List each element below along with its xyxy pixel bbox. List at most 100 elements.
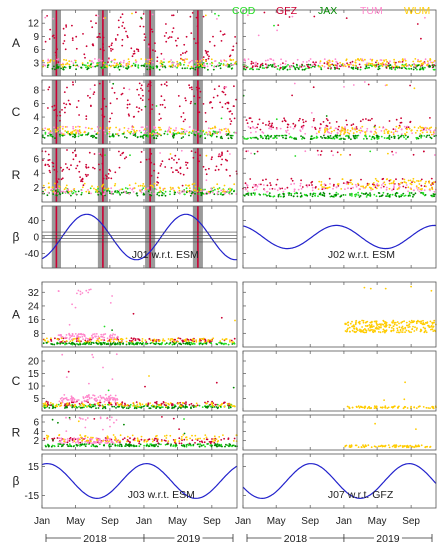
J02-WUM-point: [349, 130, 352, 132]
J03-JAX-point: [84, 445, 87, 447]
J03-JAX-point: [94, 445, 97, 448]
J03-WUM-point: [46, 438, 49, 440]
J03-JAX-point: [149, 407, 152, 410]
J01-GFZ-point: [209, 40, 211, 43]
J02-JAX-point: [350, 138, 352, 141]
J01-JAX-point: [53, 65, 55, 68]
J01-TUM-point: [210, 189, 213, 192]
J03-WUM-point: [213, 435, 216, 438]
J02-WUM-point: [392, 182, 395, 185]
J01-WUM-point: [194, 185, 197, 188]
J03-GFZ-point: [129, 437, 131, 440]
J02-WUM-point: [360, 129, 363, 132]
J02-JAX-point: [404, 67, 407, 70]
J01-GFZ-point: [186, 161, 189, 164]
J01-TUM-point: [103, 193, 106, 196]
J02-JAX-point: [339, 134, 341, 137]
J02-JAX-point: [261, 64, 264, 67]
J03-JAX-point: [190, 407, 192, 410]
J03-JAX-point: [111, 405, 114, 408]
J02-WUM-point: [318, 180, 321, 183]
J01-WUM-point: [91, 185, 93, 188]
J03-WUM-point: [92, 436, 94, 439]
J01-JAX-point: [173, 134, 176, 137]
J03-WUM-point: [195, 339, 198, 342]
J07-WUM-point: [349, 322, 352, 325]
J02-WUM-point: [398, 60, 401, 63]
J03-GFZ-point: [47, 401, 49, 403]
J02-TUM-point: [272, 59, 275, 62]
J01-GFZ-point: [88, 151, 91, 154]
J03-JAX-point: [47, 444, 50, 447]
J01-GFZ-point: [60, 178, 63, 181]
J07-WUM-point: [357, 321, 360, 324]
J03-WUM-point: [212, 438, 215, 440]
J03-TUM-point: [73, 335, 75, 338]
J07-WUM-point: [354, 331, 356, 334]
J02-JAX-point: [328, 192, 331, 195]
J01-TUM-point: [104, 132, 107, 135]
J01-WUM-point: [68, 60, 71, 62]
J07-WUM-point: [429, 446, 431, 448]
J03-GFZ-point: [75, 340, 78, 343]
J02-GFZ-point: [250, 60, 253, 63]
J02-WUM-point: [344, 65, 347, 68]
J01-COD-point: [163, 61, 165, 64]
J01-GFZ-point: [202, 165, 205, 168]
J03-WUM-point: [234, 319, 236, 322]
J01-GFZ-point: [165, 32, 168, 34]
J01-WUM-point: [64, 130, 67, 132]
J02-GFZ-point: [284, 13, 287, 16]
J07-WUM-point: [407, 330, 410, 332]
J02-WUM-point: [368, 186, 371, 189]
J01-GFZ-point: [160, 83, 163, 86]
J02-COD-point: [312, 137, 315, 140]
J07-WUM-point: [370, 407, 372, 409]
J01-GFZ-point: [71, 37, 74, 40]
J01-GFZ-point: [151, 104, 154, 106]
J03-JAX-point: [145, 445, 148, 447]
J03-WUM-point: [185, 340, 187, 343]
J01-GFZ-point: [148, 158, 151, 161]
J03-WUM-point: [185, 436, 187, 439]
J02-JAX-point: [253, 152, 256, 155]
J03-JAX-point: [153, 405, 155, 408]
J01-GFZ-point: [149, 84, 152, 87]
J01-WUM-point: [232, 59, 235, 61]
J03-TUM-point: [103, 333, 105, 336]
J01-TUM-point: [202, 189, 205, 192]
J02-JAX-point: [284, 137, 287, 140]
J01-GFZ-point: [87, 94, 89, 97]
J02-COD-point: [432, 68, 435, 71]
J03-TUM-point: [112, 398, 115, 401]
J02-GFZ-point: [320, 150, 323, 153]
J07-WUM-point: [372, 331, 375, 334]
J02-WUM-point: [407, 179, 410, 182]
J02-JAX-point: [420, 135, 423, 137]
J01-GFZ-point: [159, 165, 162, 167]
J02-GFZ-point: [246, 122, 249, 124]
J07-WUM-point: [373, 407, 376, 409]
J03-WUM-point: [173, 440, 176, 443]
J03-JAX-point: [51, 418, 54, 421]
J03-GFZ-point: [227, 438, 230, 440]
J01-GFZ-point: [85, 167, 88, 169]
J07-WUM-point: [422, 406, 425, 408]
J02-WUM-point: [380, 63, 383, 66]
J01-GFZ-point: [108, 57, 110, 60]
J03-JAX-point: [128, 343, 131, 345]
J03-JAX-point: [180, 444, 183, 447]
J03-WUM-point: [119, 434, 122, 437]
J01-WUM-point: [79, 131, 82, 134]
J03-TUM-point: [84, 396, 87, 399]
J01-WUM-point: [216, 132, 219, 135]
j03-A-frame: [41, 281, 238, 348]
J01-GFZ-point: [68, 103, 71, 105]
J03-TUM-point: [99, 417, 102, 420]
J01-TUM-point: [206, 65, 209, 68]
J02-COD-point: [354, 193, 356, 196]
J03-WUM-point: [157, 404, 160, 407]
J01-TUM-point: [60, 132, 63, 135]
J02-COD-point: [294, 155, 297, 157]
J01-JAX-point: [43, 137, 46, 139]
